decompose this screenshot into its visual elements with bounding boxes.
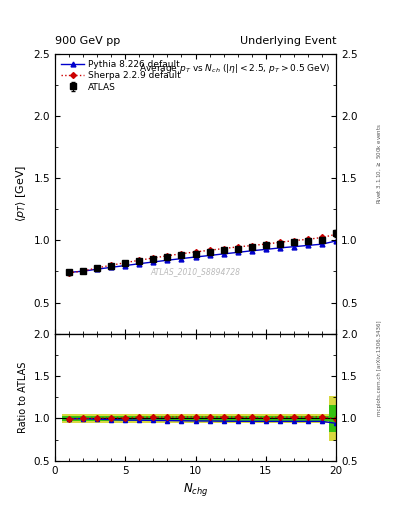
Sherpa 2.2.9 default bbox=[320, 234, 324, 241]
Pythia 8.226 default bbox=[306, 242, 310, 248]
Text: 900 GeV pp: 900 GeV pp bbox=[55, 36, 120, 46]
Sherpa 2.2.9 default bbox=[235, 244, 240, 250]
Pythia 8.226 default bbox=[207, 252, 212, 259]
Pythia 8.226 default bbox=[263, 246, 268, 252]
Sherpa 2.2.9 default bbox=[109, 262, 114, 268]
Sherpa 2.2.9 default bbox=[95, 265, 99, 271]
Sherpa 2.2.9 default bbox=[334, 231, 338, 238]
Pythia 8.226 default bbox=[95, 266, 99, 272]
Pythia 8.226 default bbox=[235, 249, 240, 255]
Legend: Pythia 8.226 default, Sherpa 2.2.9 default, ATLAS: Pythia 8.226 default, Sherpa 2.2.9 defau… bbox=[59, 58, 182, 93]
Sherpa 2.2.9 default bbox=[123, 260, 128, 266]
Text: Average $p_T$ vs $N_{ch}$ ($|\eta| < 2.5$, $p_T > 0.5$ GeV): Average $p_T$ vs $N_{ch}$ ($|\eta| < 2.5… bbox=[140, 62, 331, 75]
Sherpa 2.2.9 default bbox=[151, 255, 156, 261]
Pythia 8.226 default bbox=[334, 238, 338, 244]
Sherpa 2.2.9 default bbox=[306, 236, 310, 242]
Sherpa 2.2.9 default bbox=[292, 238, 296, 244]
Text: Underlying Event: Underlying Event bbox=[239, 36, 336, 46]
Sherpa 2.2.9 default bbox=[207, 247, 212, 253]
Sherpa 2.2.9 default bbox=[179, 251, 184, 257]
Sherpa 2.2.9 default bbox=[263, 241, 268, 247]
Sherpa 2.2.9 default bbox=[81, 268, 86, 274]
Sherpa 2.2.9 default bbox=[137, 257, 142, 263]
Pythia 8.226 default bbox=[165, 257, 170, 263]
Pythia 8.226 default bbox=[123, 263, 128, 269]
Pythia 8.226 default bbox=[137, 261, 142, 267]
X-axis label: $N_{chg}$: $N_{chg}$ bbox=[183, 481, 208, 498]
Text: Rivet 3.1.10, $\geq$ 500k events: Rivet 3.1.10, $\geq$ 500k events bbox=[375, 123, 383, 204]
Sherpa 2.2.9 default bbox=[67, 270, 72, 276]
Pythia 8.226 default bbox=[151, 259, 156, 265]
Pythia 8.226 default bbox=[320, 241, 324, 247]
Sherpa 2.2.9 default bbox=[193, 249, 198, 255]
Pythia 8.226 default bbox=[81, 268, 86, 274]
Sherpa 2.2.9 default bbox=[165, 252, 170, 259]
Sherpa 2.2.9 default bbox=[221, 245, 226, 251]
Pythia 8.226 default bbox=[179, 255, 184, 262]
Pythia 8.226 default bbox=[221, 251, 226, 257]
Pythia 8.226 default bbox=[277, 245, 282, 251]
Text: mcplots.cern.ch [arXiv:1306.3436]: mcplots.cern.ch [arXiv:1306.3436] bbox=[377, 321, 382, 416]
Y-axis label: $\langle p_T \rangle$ [GeV]: $\langle p_T \rangle$ [GeV] bbox=[14, 165, 28, 222]
Pythia 8.226 default bbox=[109, 264, 114, 270]
Pythia 8.226 default bbox=[67, 269, 72, 275]
Text: ATLAS_2010_S8894728: ATLAS_2010_S8894728 bbox=[151, 268, 241, 276]
Line: Pythia 8.226 default: Pythia 8.226 default bbox=[67, 239, 338, 275]
Pythia 8.226 default bbox=[292, 244, 296, 250]
Pythia 8.226 default bbox=[193, 254, 198, 260]
Line: Sherpa 2.2.9 default: Sherpa 2.2.9 default bbox=[67, 232, 338, 275]
Sherpa 2.2.9 default bbox=[250, 243, 254, 249]
Y-axis label: Ratio to ATLAS: Ratio to ATLAS bbox=[18, 361, 28, 433]
Pythia 8.226 default bbox=[250, 248, 254, 254]
Sherpa 2.2.9 default bbox=[277, 239, 282, 245]
